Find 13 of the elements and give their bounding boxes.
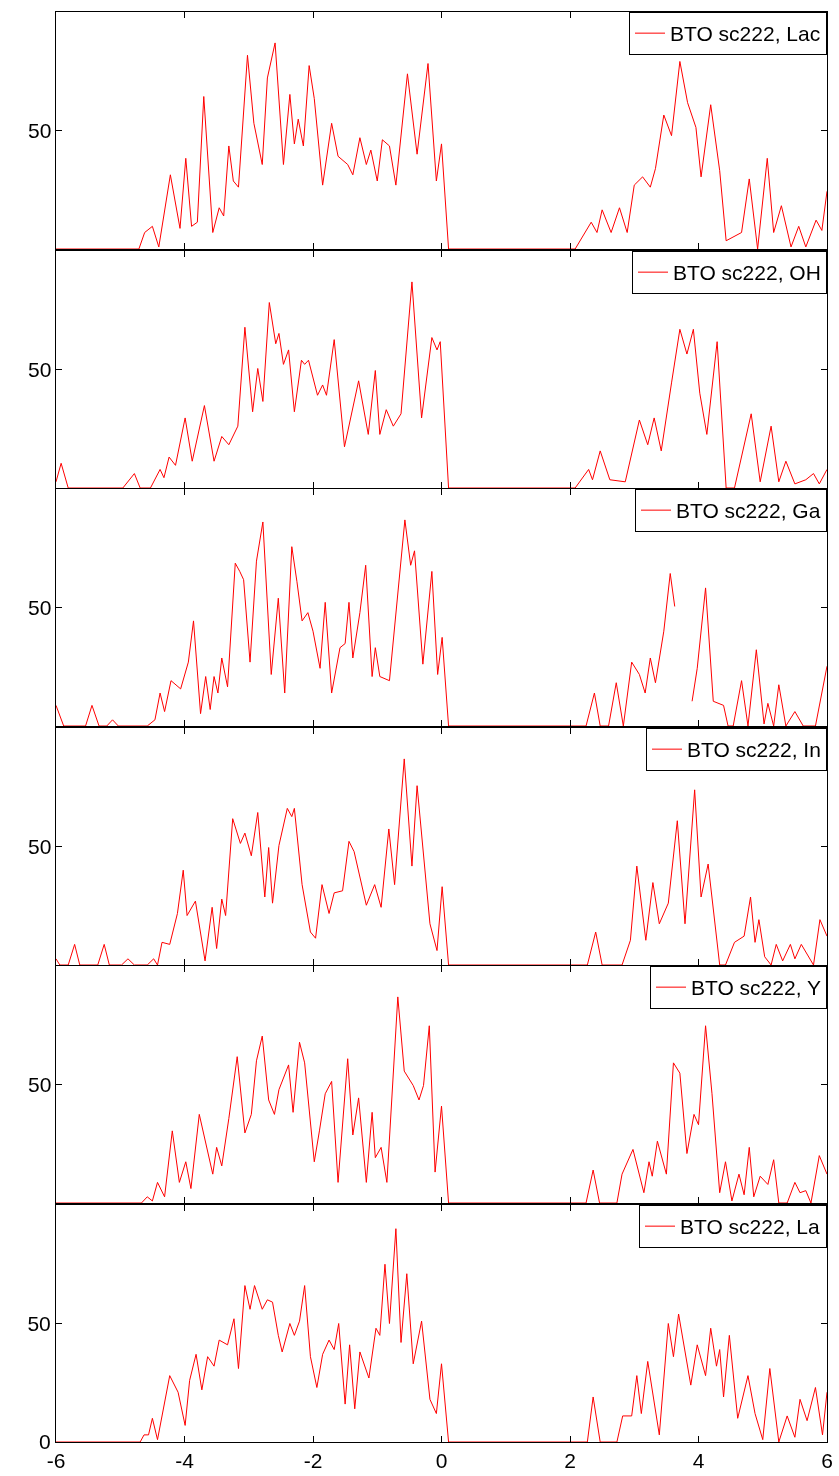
x-tick-label: 4 [692, 1448, 705, 1472]
legend-label: BTO sc222, La [680, 1214, 821, 1238]
x-tick-label: 6 [821, 1448, 833, 1472]
legend-label: BTO sc222, Lac [670, 22, 821, 46]
legend-label: BTO sc222, Y [691, 976, 821, 1000]
x-tick-label: -4 [175, 1448, 195, 1472]
x-tick-label: 2 [564, 1448, 576, 1472]
x-tick-label: -6 [46, 1448, 66, 1472]
legend-label: BTO sc222, OH [673, 260, 821, 284]
legend-label: BTO sc222, In [687, 737, 821, 761]
legend-label: BTO sc222, Ga [676, 499, 821, 523]
x-tick-label: 0 [435, 1448, 448, 1472]
x-tick-label: -2 [303, 1448, 323, 1472]
